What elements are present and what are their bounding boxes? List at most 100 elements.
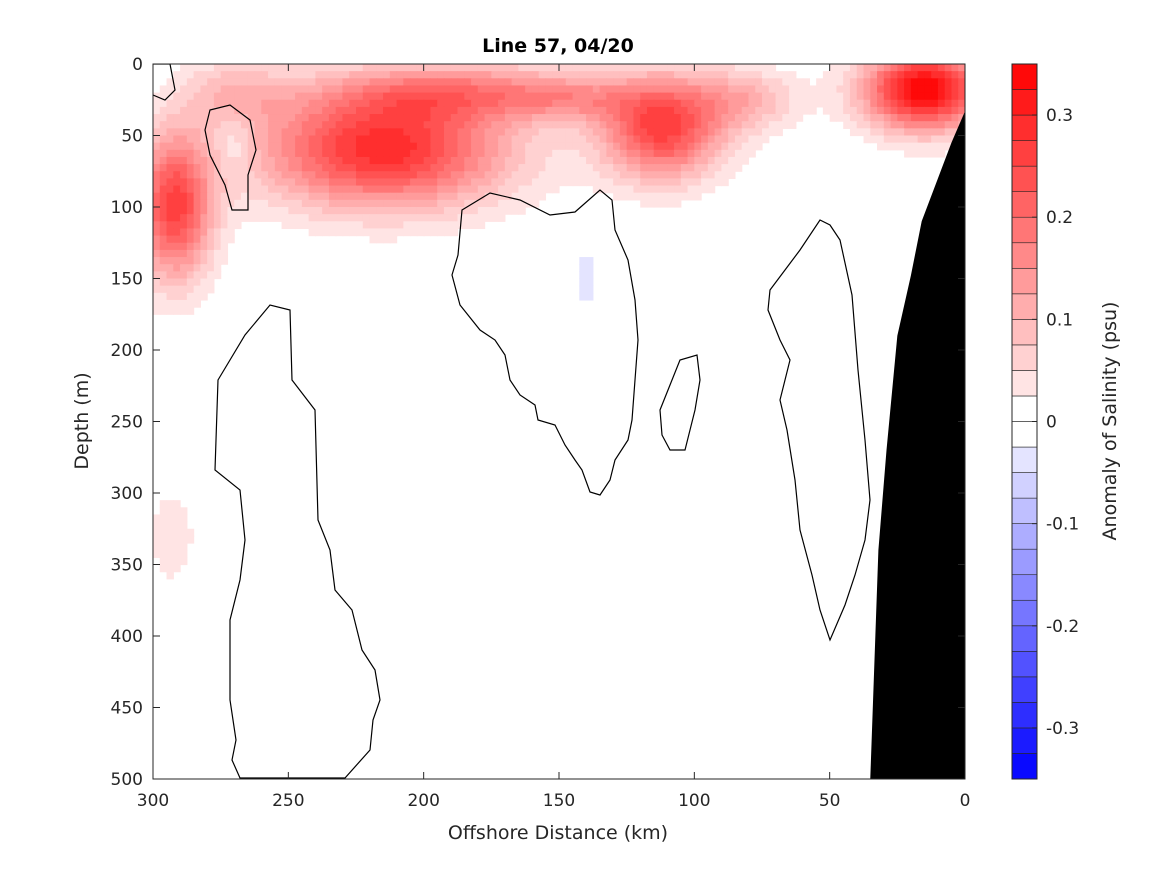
field-cell — [646, 199, 655, 208]
field-cell — [416, 114, 425, 122]
field-cell — [193, 228, 201, 237]
field-cell — [274, 114, 283, 122]
field-cell — [443, 99, 452, 108]
field-cell — [633, 92, 641, 101]
field-cell — [910, 142, 919, 151]
field-cell — [200, 257, 208, 265]
field-cell — [200, 221, 208, 230]
field-cell — [484, 99, 492, 108]
field-cell — [288, 114, 296, 122]
field-cell — [159, 135, 168, 144]
field-cell — [450, 171, 459, 179]
field-cell — [748, 85, 756, 94]
field-cell — [714, 78, 722, 87]
field-cell — [545, 106, 553, 115]
field-cell — [613, 71, 621, 79]
field-cell — [416, 199, 425, 208]
field-cell — [491, 71, 499, 79]
field-cell — [619, 185, 628, 194]
field-cell — [295, 135, 303, 144]
field-cell — [362, 164, 371, 172]
field-cell — [430, 171, 438, 179]
field-cell — [328, 128, 337, 137]
field-cell — [883, 106, 892, 115]
field-cell — [856, 121, 865, 129]
field-cell — [153, 278, 161, 287]
field-cell — [680, 78, 689, 87]
field-cell — [213, 271, 222, 280]
field-cell — [755, 135, 763, 144]
field-cell — [633, 121, 641, 129]
field-cell — [159, 207, 168, 215]
field-cell — [525, 135, 533, 144]
field-cell — [301, 185, 310, 194]
field-cell — [457, 156, 465, 165]
field-cell — [646, 106, 655, 115]
field-cell — [227, 149, 235, 158]
field-cell — [572, 142, 580, 151]
field-cell — [931, 114, 939, 122]
field-cell — [626, 178, 635, 187]
field-cell — [362, 99, 371, 108]
field-cell — [755, 78, 763, 87]
field-cell — [410, 106, 418, 115]
field-cell — [768, 128, 777, 137]
field-cell — [545, 121, 553, 129]
field-cell — [328, 92, 337, 101]
field-cell — [687, 128, 695, 137]
field-cell — [207, 135, 215, 144]
field-cell — [518, 164, 526, 172]
field-cell — [180, 106, 188, 115]
field-cell — [477, 178, 486, 187]
field-cell — [200, 114, 208, 122]
field-cell — [863, 64, 871, 72]
field-cell — [315, 207, 323, 215]
field-cell — [322, 199, 330, 208]
field-cell — [261, 121, 269, 129]
field-cell — [403, 71, 411, 79]
field-cell — [477, 71, 486, 79]
field-cell — [335, 128, 344, 137]
field-cell — [958, 64, 965, 72]
field-cell — [931, 99, 939, 108]
field-cell — [227, 164, 235, 172]
field-cell — [545, 164, 553, 172]
field-cell — [924, 71, 932, 79]
field-cell — [213, 106, 222, 115]
field-cell — [274, 171, 283, 179]
field-cell — [207, 264, 215, 272]
field-cell — [491, 192, 499, 201]
colorbar-band — [1011, 523, 1038, 550]
field-cell — [186, 235, 195, 244]
field-cell — [511, 192, 519, 201]
field-cell — [559, 106, 567, 115]
field-cell — [619, 149, 628, 158]
field-cell — [281, 207, 289, 215]
field-cell — [667, 92, 675, 101]
field-cell — [173, 171, 181, 179]
field-cell — [944, 142, 953, 151]
field-cell — [295, 142, 303, 151]
field-cell — [274, 199, 283, 208]
field-cell — [301, 214, 310, 222]
field-cell — [897, 121, 905, 129]
field-cell — [180, 199, 188, 208]
field-cell — [268, 78, 276, 87]
field-cell — [768, 64, 777, 72]
field-cell — [775, 71, 783, 79]
field-cell — [646, 99, 655, 108]
field-cell — [477, 92, 486, 101]
field-cell — [640, 178, 648, 187]
field-cell — [694, 106, 702, 115]
field-cell — [917, 71, 925, 79]
field-cell — [626, 85, 635, 94]
field-cell — [301, 85, 310, 94]
field-cell — [768, 99, 777, 108]
field-cell — [944, 114, 953, 122]
field-cell — [180, 242, 188, 251]
field-cell — [322, 71, 330, 79]
field-cell — [701, 128, 709, 137]
field-cell — [430, 149, 438, 158]
field-cell — [579, 171, 587, 179]
field-cell — [802, 99, 810, 108]
